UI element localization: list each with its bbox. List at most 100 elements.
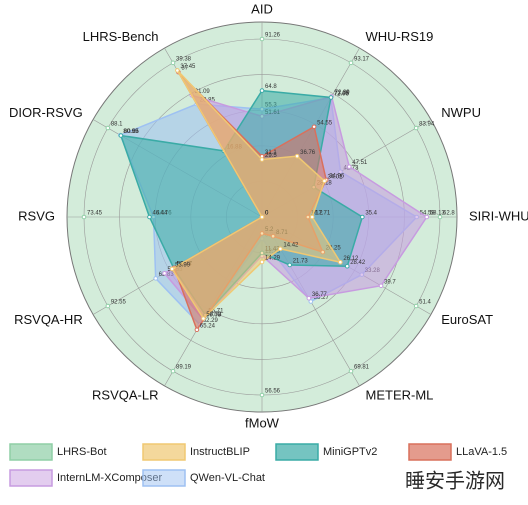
axis-label: SIRI-WHU — [469, 208, 528, 223]
data-point — [328, 95, 334, 100]
value-label: 72.89 — [335, 90, 351, 96]
data-point — [437, 214, 443, 220]
data-point — [147, 214, 152, 220]
data-point — [118, 133, 124, 138]
value-label: 0 — [265, 211, 269, 217]
axis-label: METER-ML — [366, 388, 434, 403]
value-label: 62.29 — [203, 318, 219, 324]
data-point — [259, 392, 265, 398]
value-label: 69.81 — [354, 365, 370, 371]
data-point — [259, 214, 265, 220]
value-label: 36.77 — [312, 292, 328, 298]
legend-swatch — [9, 443, 53, 461]
value-label: 16.2 — [311, 211, 323, 217]
legend-label: LHRS-Bot — [57, 446, 107, 458]
data-point — [309, 214, 315, 220]
legend-label: InternLM-XComposer — [57, 472, 162, 484]
legend-label: InstructBLIP — [190, 446, 250, 458]
value-label: 35.4 — [365, 211, 377, 217]
value-label: 26.12 — [343, 256, 359, 262]
data-point — [194, 327, 200, 333]
value-label: 14.29 — [265, 256, 281, 262]
legend-swatch — [275, 443, 319, 461]
axis-label: DIOR-RSVG — [9, 105, 83, 120]
value-label: 83.94 — [419, 122, 435, 128]
data-point — [413, 125, 419, 131]
data-point — [175, 68, 180, 73]
value-label: 88.1 — [111, 122, 123, 128]
value-label: 62.8 — [443, 211, 455, 217]
data-point — [311, 124, 317, 130]
value-label: 17.71 — [315, 211, 331, 217]
legend-label: LLaVA-1.5 — [456, 446, 507, 458]
data-point — [322, 178, 327, 184]
value-label: 53.99 — [175, 262, 191, 268]
axis-label: RSVG — [18, 208, 55, 223]
value-label: 54.55 — [317, 120, 333, 126]
data-point — [413, 303, 419, 309]
data-point — [153, 276, 158, 281]
value-label: 47.51 — [352, 160, 368, 166]
legend-swatch — [142, 469, 186, 487]
data-point — [287, 262, 293, 268]
value-label: 39.38 — [176, 56, 192, 62]
data-point — [259, 157, 265, 162]
axis-label: RSVQA-LR — [92, 388, 158, 403]
data-point — [278, 246, 283, 252]
value-label: 37.45 — [180, 64, 196, 70]
data-point — [81, 214, 87, 220]
data-point — [348, 368, 354, 374]
value-label: 72.06 — [334, 91, 350, 97]
value-label: 21.73 — [293, 259, 309, 265]
data-point — [348, 60, 354, 66]
value-label: 14.42 — [283, 242, 299, 248]
value-label: 31.1 — [265, 150, 277, 156]
value-label: 72.25 — [334, 91, 350, 97]
data-point — [169, 266, 175, 272]
axis-label: NWPU — [441, 105, 481, 120]
value-label: 46.44 — [152, 211, 168, 217]
data-point — [259, 36, 265, 42]
value-label: 29.5 — [265, 153, 277, 159]
value-label: 92.55 — [111, 300, 127, 306]
watermark: 睡安手游网 — [405, 469, 505, 492]
value-label: 65.24 — [200, 323, 216, 329]
value-label: 56.71 — [208, 309, 224, 315]
data-point — [170, 368, 176, 374]
axis-label: LHRS-Bench — [83, 29, 159, 44]
value-label: 0 — [265, 211, 269, 217]
data-point — [105, 303, 111, 309]
value-label: 34.96 — [329, 174, 345, 180]
value-label: 64.8 — [265, 84, 277, 90]
value-label: 38.27 — [314, 295, 330, 301]
value-label: 20.25 — [326, 246, 342, 252]
data-point — [170, 60, 176, 66]
data-point — [162, 270, 167, 276]
axis-label: AID — [251, 1, 273, 16]
value-label: 89.19 — [176, 365, 192, 371]
value-label: 59.08 — [206, 313, 222, 319]
legend-label: MiniGPTv2 — [323, 446, 377, 458]
value-label: 37 — [181, 66, 188, 72]
data-point — [338, 259, 343, 265]
data-point — [201, 316, 206, 321]
legend-label: QWen-VL-Chat — [190, 472, 265, 484]
value-label: 80.65 — [124, 129, 140, 135]
value-label: 56.56 — [265, 389, 281, 395]
axis-label: EuroSAT — [441, 312, 493, 327]
data-point — [259, 88, 265, 93]
value-label: 80.99 — [123, 129, 139, 135]
axis-label: fMoW — [245, 415, 280, 430]
legend-swatch — [9, 469, 53, 487]
value-label: 58.13 — [430, 211, 446, 217]
data-point — [424, 214, 430, 220]
value-label: 54.58 — [420, 211, 436, 217]
axis-label: RSVQA-HR — [14, 312, 83, 327]
data-point — [378, 283, 384, 289]
data-point — [306, 295, 312, 301]
data-point — [344, 263, 350, 269]
value-label: 73.45 — [87, 211, 103, 217]
value-label: 28.42 — [350, 260, 366, 266]
